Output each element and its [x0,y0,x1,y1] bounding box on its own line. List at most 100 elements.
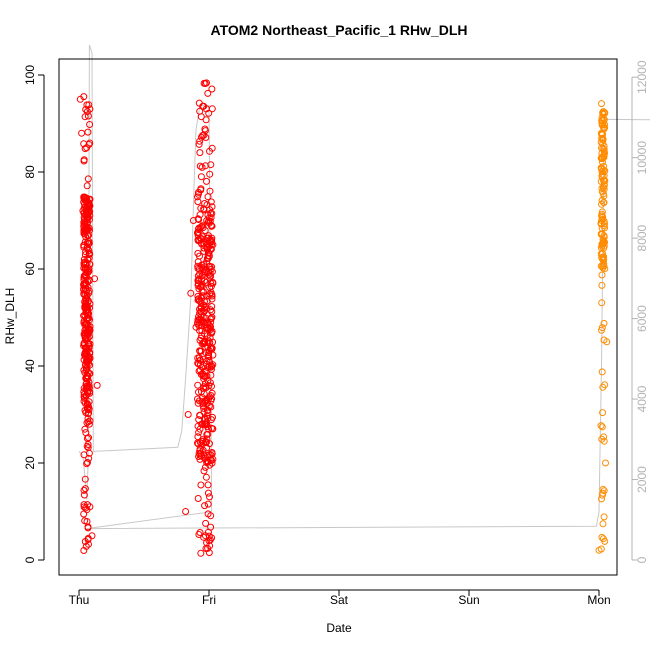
data-point [202,278,210,286]
data-point [603,338,611,346]
data-point [599,135,607,143]
data-point [196,451,204,459]
data-point [202,384,209,392]
data-point [194,228,202,236]
data-point [206,272,214,280]
data-point [78,129,86,137]
data-point [601,124,609,132]
y-tick-label: 80 [23,165,37,179]
data-point [598,299,606,307]
data-point [599,383,607,391]
data-point [202,473,210,481]
data-point [202,105,210,113]
data-point [602,459,609,467]
data-point [201,330,209,338]
data-point [598,165,606,173]
data-point [196,211,204,219]
plot-area [76,44,650,557]
data-point [206,493,213,501]
data-point [84,298,92,306]
data-point [194,439,201,447]
y2-tick-label: 4000 [635,385,649,412]
data-point [204,481,212,489]
data-point [197,223,205,231]
data-point [600,242,608,250]
data-point [206,542,214,550]
y-tick-label: 100 [23,65,37,85]
data-point [82,106,90,113]
data-point [599,409,607,417]
data-point [197,173,205,181]
data-point [86,250,94,258]
data-point [83,419,91,427]
data-point [83,303,91,311]
data-point [81,485,89,493]
data-point [205,402,213,410]
data-point [196,305,203,313]
data-point [84,112,92,120]
data-point [203,217,211,225]
data-point [206,187,214,195]
data-point [82,344,90,352]
data-point [200,131,208,139]
data-point [601,149,608,157]
data-point [184,411,192,418]
data-point [85,287,93,295]
data-point [82,358,90,365]
data-point [599,239,607,247]
data-point [597,422,605,430]
x-tick-label: Fri [202,593,216,607]
data-point [84,523,92,531]
data-point [200,205,208,213]
data-point [80,501,88,509]
data-point [599,520,607,528]
data-point [600,177,607,184]
data-point [194,280,202,287]
data-point [80,393,88,401]
data-point [598,326,605,334]
data-point [84,501,91,509]
data-point [196,137,204,145]
data-point [80,218,88,226]
data-point [204,489,212,497]
data-point [197,239,205,247]
data-point [205,532,213,540]
data-point [82,504,90,512]
data-point [84,334,92,342]
plot-frame [58,58,618,576]
data-point [208,222,216,230]
data-point [195,99,203,107]
data-point [203,423,211,430]
data-point [597,262,605,270]
data-point [86,350,94,358]
data-point [209,241,217,249]
data-point [80,273,88,281]
data-point [197,481,205,489]
data-point [83,460,91,468]
data-point [194,198,202,206]
data-point [208,327,216,335]
data-point [82,374,90,382]
data-point [195,388,202,396]
data-point [600,437,608,445]
data-point [80,491,88,499]
data-point [200,268,208,276]
data-point [202,116,210,124]
data-point [80,384,88,392]
data-point [86,121,94,128]
data-point [200,383,208,391]
data-point [205,537,213,545]
data-point [91,275,99,283]
data-point [195,531,203,538]
y2-tick-label: 2000 [635,466,649,493]
data-point [207,279,215,287]
data-point [195,416,203,424]
data-point [595,546,603,554]
data-point [189,217,197,224]
data-point [196,149,204,157]
data-point [194,262,202,270]
data-point [208,85,216,93]
data-point [205,347,213,355]
data-point [201,80,209,87]
data-point [203,257,211,265]
